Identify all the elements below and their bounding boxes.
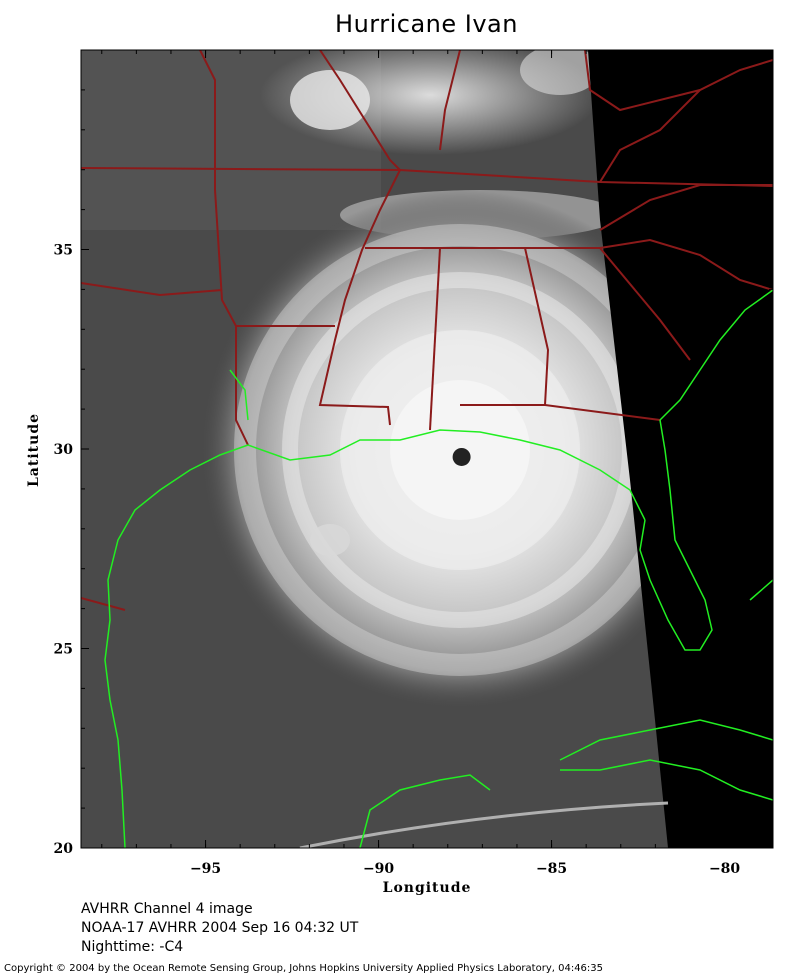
y-tick-label: 30: [54, 442, 74, 458]
hurricane-eye: [452, 447, 471, 466]
y-tick-label: 25: [54, 642, 73, 658]
image-caption: AVHRR Channel 4 image NOAA-17 AVHRR 2004…: [81, 900, 358, 957]
nighttime-region: [588, 50, 773, 848]
state-borders: [81, 50, 773, 611]
caption-line-sensor: AVHRR Channel 4 image: [81, 901, 253, 917]
caption-line-satellite: NOAA-17 AVHRR 2004 Sep 16 04:32 UT: [81, 920, 359, 936]
y-axis-title: Latitude: [26, 413, 42, 487]
copyright-notice: Copyright © 2004 by the Ocean Remote Sen…: [4, 963, 604, 974]
scan-edge: [299, 801, 669, 848]
coastlines: [104, 289, 773, 848]
x-tick-label: −90: [363, 861, 394, 877]
map-title: Hurricane Ivan: [335, 10, 518, 38]
caption-line-mode: Nighttime: -C4: [81, 939, 184, 955]
x-axis-title: Longitude: [383, 880, 472, 896]
x-tick-label: −85: [536, 861, 567, 877]
x-tick-label: −80: [709, 861, 740, 877]
y-axis: 20 25 30 35: [54, 49, 773, 857]
map-figure: −95 −90 −85 −80 20 25 30 35 Longitude Latitude: [26, 49, 774, 896]
x-tick-label: −95: [190, 861, 221, 877]
y-tick-label: 35: [54, 243, 73, 259]
x-axis: −95 −90 −85 −80: [101, 50, 760, 877]
y-tick-label: 20: [54, 841, 74, 857]
